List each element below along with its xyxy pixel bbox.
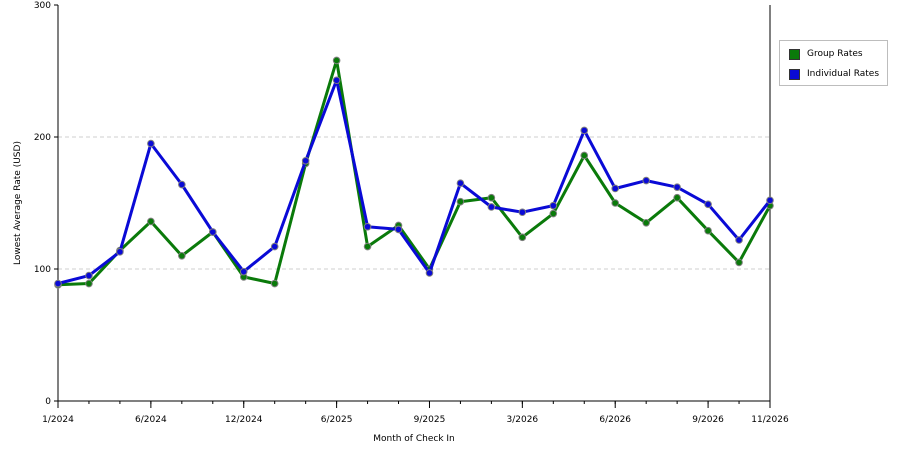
x-tick-label-0: 1/2024 — [42, 415, 74, 425]
data-point-0-19 — [642, 219, 650, 227]
y-tick-label-0: 0 — [45, 397, 51, 407]
data-point-1-18 — [611, 184, 620, 193]
x-tick-label-8: 11/2026 — [751, 415, 789, 425]
data-point-1-7 — [270, 242, 279, 251]
legend-label-group-rates: Group Rates — [807, 49, 863, 59]
data-point-1-20 — [673, 183, 681, 191]
data-point-1-1 — [85, 271, 93, 280]
data-point-1-12 — [425, 269, 434, 277]
data-point-1-5 — [208, 228, 217, 236]
legend: Group Rates Individual Rates — [779, 40, 888, 86]
legend-item-individual-rates: Individual Rates — [789, 67, 879, 81]
series-line-1 — [56, 78, 772, 285]
data-point-0-17 — [580, 151, 589, 160]
data-point-1-11 — [394, 225, 403, 234]
data-point-1-17 — [580, 126, 589, 135]
x-tick-label-3: 6/2025 — [321, 415, 353, 425]
data-point-1-19 — [642, 176, 650, 185]
data-point-1-0 — [54, 279, 62, 288]
data-point-1-22 — [735, 236, 743, 244]
data-point-1-8 — [301, 156, 310, 165]
data-point-1-3 — [147, 139, 155, 148]
data-point-1-10 — [363, 222, 372, 231]
x-tick-label-4: 9/2025 — [414, 415, 446, 425]
data-point-1-21 — [704, 200, 712, 209]
data-point-1-9 — [332, 76, 341, 85]
data-point-0-16 — [549, 209, 558, 218]
y-tick-label-200: 200 — [34, 133, 51, 143]
data-point-0-10 — [363, 242, 372, 251]
series-0 — [54, 56, 774, 289]
data-point-0-13 — [456, 197, 465, 206]
data-point-1-2 — [116, 248, 124, 256]
data-point-0-9 — [332, 56, 341, 65]
data-point-0-20 — [673, 193, 681, 202]
data-point-0-18 — [611, 199, 620, 207]
x-tick-label-2: 12/2024 — [225, 415, 263, 425]
tick-labels: 0 100 200 300 1/2024 6/2024 12/2024 6/2025 9/202… — [34, 1, 789, 425]
x-tick-label-6: 6/2026 — [599, 415, 631, 425]
data-point-1-6 — [239, 267, 248, 276]
legend-swatch-individual-rates — [789, 68, 800, 80]
axes — [54, 4, 771, 408]
series-line-0 — [56, 58, 772, 287]
data-point-0-22 — [735, 258, 743, 267]
data-point-0-3 — [147, 217, 155, 226]
data-point-1-16 — [549, 201, 558, 210]
data-point-0-14 — [487, 193, 496, 202]
data-point-1-13 — [456, 179, 465, 187]
data-point-1-23 — [766, 196, 774, 205]
data-point-0-21 — [704, 226, 712, 235]
legend-item-group-rates: Group Rates — [789, 47, 863, 61]
data-point-0-1 — [85, 279, 93, 288]
data-point-0-4 — [178, 252, 186, 260]
data-point-0-15 — [518, 233, 527, 242]
series-group — [54, 56, 774, 289]
series-1 — [54, 76, 774, 288]
y-tick-label-100: 100 — [34, 265, 51, 275]
legend-label-individual-rates: Individual Rates — [807, 69, 880, 79]
data-point-0-7 — [270, 279, 279, 288]
x-axis-title: Month of Check In — [373, 434, 455, 444]
y-tick-label-300: 300 — [34, 1, 51, 11]
y-axis-title: Lowest Average Rate (USD) — [13, 141, 23, 265]
data-point-1-14 — [487, 203, 496, 211]
data-point-1-4 — [178, 180, 186, 189]
x-tick-label-7: 9/2026 — [692, 415, 724, 425]
x-tick-label-5: 3/2026 — [507, 415, 539, 425]
x-tick-label-1: 6/2024 — [135, 415, 167, 425]
legend-swatch-group-rates — [789, 48, 800, 60]
data-point-1-15 — [518, 208, 527, 217]
